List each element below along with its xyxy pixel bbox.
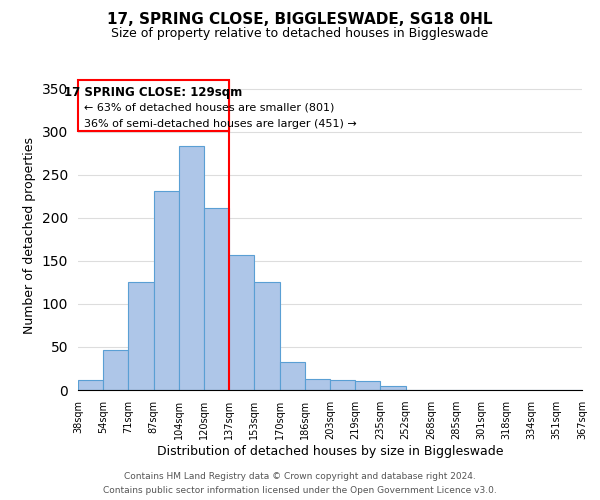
Bar [229,255,254,390]
Text: Contains HM Land Registry data © Crown copyright and database right 2024.: Contains HM Land Registry data © Crown c… [124,472,476,481]
Bar [204,208,229,390]
Bar [78,380,103,390]
Bar [280,362,305,390]
Text: ← 63% of detached houses are smaller (801): ← 63% of detached houses are smaller (80… [84,102,334,113]
Text: 36% of semi-detached houses are larger (451) →: 36% of semi-detached houses are larger (… [84,119,357,129]
Text: Contains public sector information licensed under the Open Government Licence v3: Contains public sector information licen… [103,486,497,495]
Bar [380,386,406,390]
Bar [355,382,380,390]
Text: 17, SPRING CLOSE, BIGGLESWADE, SG18 0HL: 17, SPRING CLOSE, BIGGLESWADE, SG18 0HL [107,12,493,28]
Text: Size of property relative to detached houses in Biggleswade: Size of property relative to detached ho… [112,28,488,40]
Text: 17 SPRING CLOSE: 129sqm: 17 SPRING CLOSE: 129sqm [64,86,243,99]
Bar [254,282,280,390]
Bar [154,191,179,390]
Bar [179,146,204,390]
Bar [103,350,128,390]
X-axis label: Distribution of detached houses by size in Biggleswade: Distribution of detached houses by size … [157,445,503,458]
Bar [305,379,330,390]
Bar [330,380,355,390]
Y-axis label: Number of detached properties: Number of detached properties [23,136,37,334]
Bar [128,282,154,390]
